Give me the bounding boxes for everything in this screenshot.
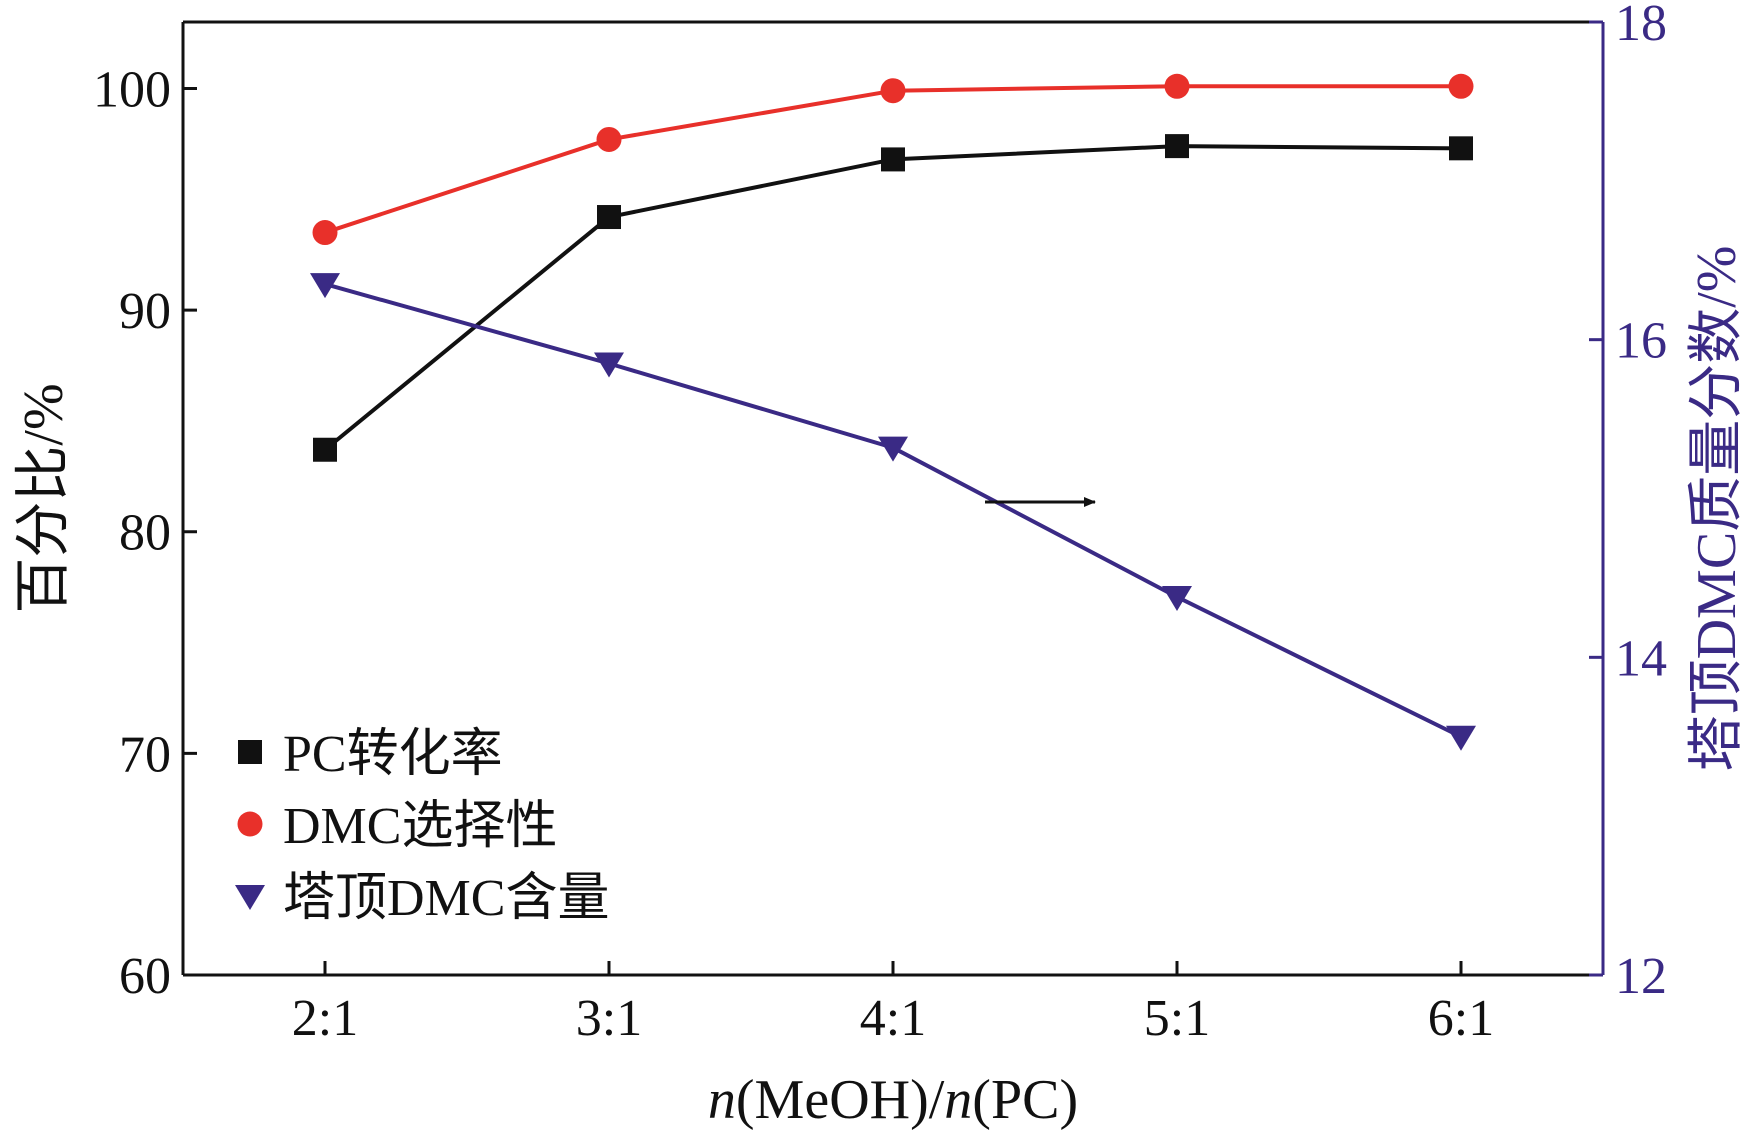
data-point [881, 147, 905, 172]
legend-label: DMC选择性 [283, 798, 557, 855]
right-y-tick-label: 16 [1615, 313, 1667, 370]
data-point [597, 205, 621, 230]
x-axis-label: n(MeOH)/n(PC) [708, 1069, 1078, 1131]
right-y-tick-label: 14 [1615, 630, 1667, 687]
x-tick-label: 2:1 [292, 990, 358, 1047]
data-point [313, 437, 337, 462]
right-y-axis-label: 塔顶DMC质量分数/% [1686, 246, 1748, 772]
right-y-tick-label: 18 [1615, 0, 1667, 52]
legend-label: 塔顶DMC含量 [283, 870, 609, 927]
x-tick-label: 6:1 [1428, 990, 1494, 1047]
data-point [1162, 585, 1192, 611]
data-point [1446, 725, 1476, 751]
data-point [1165, 134, 1189, 159]
series-line [323, 144, 1462, 452]
data-point [1449, 136, 1473, 161]
legend-label: PC转化率 [283, 726, 503, 783]
x-tick-label: 5:1 [1144, 990, 1210, 1047]
legend-marker [237, 811, 263, 837]
legend-marker [235, 885, 265, 910]
series-line [324, 282, 1462, 739]
series-2 [310, 273, 1476, 751]
right-y-tick-label: 12 [1615, 948, 1667, 1005]
data-point [880, 78, 906, 104]
left-y-tick-label: 100 [93, 61, 171, 118]
series-1 [312, 73, 1474, 246]
left-y-axis-label: 百分比/% [13, 383, 75, 613]
left-y-tick-label: 60 [119, 948, 171, 1005]
x-tick-label: 3:1 [576, 990, 642, 1047]
series-0 [313, 134, 1473, 462]
data-point [1448, 73, 1474, 99]
data-point [310, 273, 340, 299]
legend-marker [238, 740, 262, 764]
x-tick-label: 4:1 [860, 990, 926, 1047]
left-y-tick-label: 80 [119, 505, 171, 562]
data-point [312, 220, 338, 246]
data-point [1164, 73, 1190, 99]
left-y-tick-label: 70 [119, 726, 171, 783]
left-y-tick-label: 90 [119, 283, 171, 340]
data-point [594, 352, 624, 378]
data-point [878, 436, 908, 462]
data-point [596, 126, 622, 152]
